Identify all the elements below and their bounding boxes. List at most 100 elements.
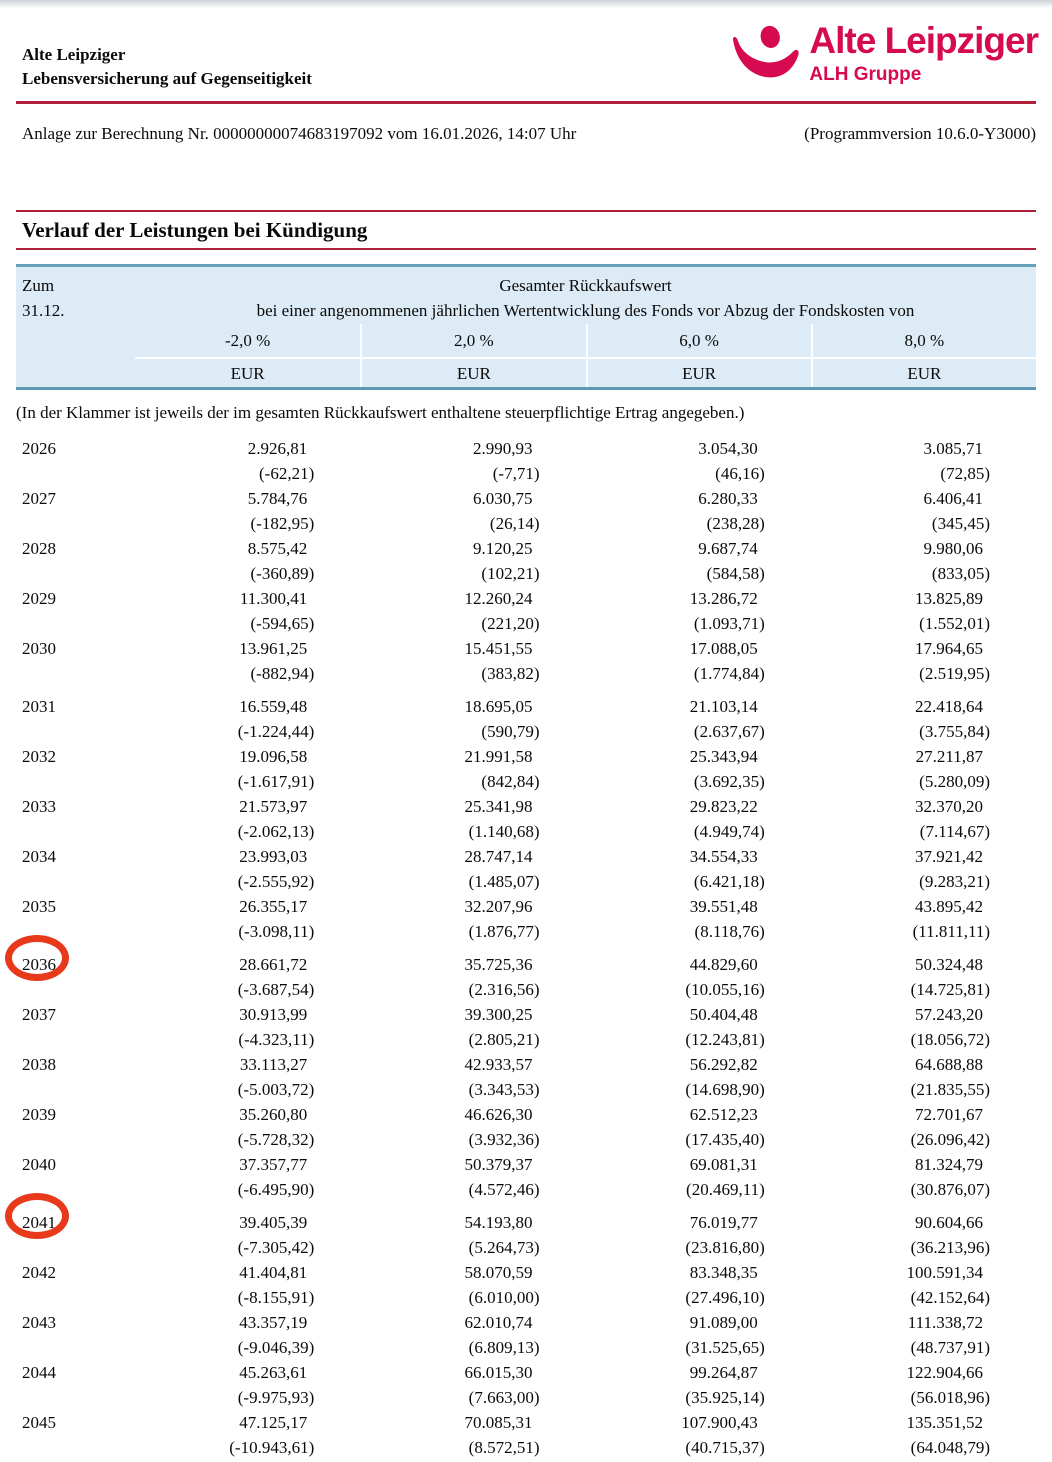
table-header: Zum Gesamter Rückkaufswert 31.12. bei ei…	[16, 264, 1036, 390]
taxable-amount: (2.519,95)	[919, 664, 990, 683]
calculation-reference: Anlage zur Berechnung Nr. 00000000074683…	[22, 124, 577, 143]
taxable-amount: (21.835,55)	[910, 1080, 990, 1099]
surrender-value: 37.921,42	[915, 847, 983, 866]
year-label-empty	[16, 461, 135, 486]
taxable-amount: (238,28)	[706, 514, 765, 533]
table-row-taxable: (-3.098,11) (1.876,77) (8.118,76) (11.811,1…	[16, 919, 1036, 944]
surrender-value: 99.264,87	[689, 1363, 758, 1382]
year-label: 2039	[22, 1105, 56, 1124]
taxable-amount: (36.213,96)	[910, 1238, 990, 1257]
surrender-value: 39.300,25	[464, 1005, 533, 1024]
surrender-value: 29.823,22	[689, 797, 758, 816]
header-spacer	[16, 324, 135, 357]
surrender-value: 33.113,27	[239, 1055, 308, 1074]
surrender-value: 70.085,31	[464, 1413, 533, 1432]
surrender-value: 46.626,30	[464, 1105, 533, 1124]
year-label: 2036	[5, 935, 135, 981]
taxable-amount: (10.055,16)	[685, 980, 765, 999]
table-row-values: 2041 39.405,39 54.193,80 76.019,77 90.604,66	[5, 1193, 1036, 1239]
year-label: 2027	[22, 489, 56, 508]
surrender-value: 43.357,19	[239, 1313, 308, 1332]
table-row-values: 2044 45.263,61 66.015,30 99.264,87 122.904,6…	[16, 1360, 1036, 1385]
taxable-amount: (46,16)	[715, 464, 765, 483]
table-row-taxable: (-62,21) (-7,71) (46,16) (72,85)	[16, 461, 1036, 486]
header-divider-rule	[16, 101, 1036, 104]
table-row-taxable: (-182,95) (26,14) (238,28) (345,45)	[16, 511, 1036, 536]
table-row-taxable: (-2.062,13) (1.140,68) (4.949,74) (7.114,67…	[16, 819, 1036, 844]
surrender-value: 18.695,05	[464, 697, 533, 716]
taxable-amount: (4.572,46)	[468, 1180, 540, 1199]
surrender-value: 12.260,24	[464, 589, 533, 608]
table-row-values: 2032 19.096,58 21.991,58 25.343,94 27.211,87	[16, 744, 1036, 769]
year-label-empty	[16, 819, 135, 844]
taxable-amount: (-594,65)	[250, 614, 315, 633]
taxable-amount: (-360,89)	[250, 564, 315, 583]
surrender-value: 23.993,03	[239, 847, 308, 866]
rate-col-4: 8,0 %	[810, 324, 1036, 357]
surrender-value: 57.243,20	[915, 1005, 983, 1024]
year-label: 2044	[22, 1363, 56, 1382]
surrender-value: 30.913,99	[239, 1005, 308, 1024]
company-line1: Alte Leipziger	[22, 45, 126, 64]
surrender-value: 35.260,80	[239, 1105, 308, 1124]
surrender-value: 9.120,25	[473, 539, 533, 558]
taxable-amount: (48.737,91)	[910, 1338, 990, 1357]
taxable-amount: (590,79)	[481, 722, 540, 741]
table-row-values: 2042 41.404,81 58.070,59 83.348,35 100.591,3…	[16, 1260, 1036, 1285]
surrender-value: 43.895,42	[915, 897, 983, 916]
document-reference-line: Anlage zur Berechnung Nr. 00000000074683…	[16, 123, 1036, 145]
table-row-taxable: (-10.943,61) (8.572,51) (40.715,37) (64.048…	[16, 1435, 1036, 1460]
surrender-value: 50.324,48	[915, 955, 983, 974]
table-row-taxable: (-5.003,72) (3.343,53) (14.698,90) (21.835,…	[16, 1077, 1036, 1102]
year-label-empty	[16, 1027, 135, 1052]
taxable-amount: (1.485,07)	[468, 872, 540, 891]
logo-brand-text: Alte Leipziger	[809, 20, 1039, 61]
taxable-amount: (64.048,79)	[910, 1438, 990, 1457]
table-row-values: 2038 33.113,27 42.933,57 56.292,82 64.688,88	[16, 1052, 1036, 1077]
taxable-amount: (6.809,13)	[468, 1338, 540, 1357]
taxable-amount: (-62,21)	[259, 464, 315, 483]
year-label-empty	[16, 1285, 135, 1310]
surrender-value: 81.324,79	[915, 1155, 983, 1174]
taxable-amount: (6.421,18)	[693, 872, 765, 891]
taxable-amount: (-7,71)	[492, 464, 540, 483]
table-row-taxable: (-9.046,39) (6.809,13) (31.525,65) (48.737,…	[16, 1335, 1036, 1360]
letterhead: Alte Leipziger Lebensversicherung auf Ge…	[0, 9, 1052, 101]
taxable-amount: (-10.943,61)	[229, 1438, 315, 1457]
taxable-amount: (-4.323,11)	[238, 1030, 315, 1049]
table-row-values: 2026 2.926,81 2.990,93 3.054,30 3.085,71	[16, 436, 1036, 461]
year-label-empty	[16, 511, 135, 536]
table-row-values: 2033 21.573,97 25.341,98 29.823,22 32.370,20	[16, 794, 1036, 819]
taxable-amount: (-1.617,91)	[237, 772, 315, 791]
page-title: Verlauf der Leistungen bei Kündigung	[22, 218, 368, 242]
table-row-taxable: (-1.224,44) (590,79) (2.637,67) (3.755,84)	[16, 719, 1036, 744]
surrender-value: 44.829,60	[689, 955, 758, 974]
taxable-amount: (-8.155,91)	[237, 1288, 315, 1307]
surrender-value: 8.575,42	[247, 539, 308, 558]
taxable-amount: (42.152,64)	[910, 1288, 990, 1307]
table-row-taxable: (-882,94) (383,82) (1.774,84) (2.519,95)	[16, 661, 1036, 686]
table-row-values: 2043 43.357,19 62.010,74 91.089,00 111.338,7…	[16, 1310, 1036, 1335]
year-label-empty	[16, 1385, 135, 1410]
taxable-amount: (2.637,67)	[693, 722, 765, 741]
taxable-amount: (11.811,11)	[912, 922, 990, 941]
table-row-taxable: (-2.555,92) (1.485,07) (6.421,18) (9.283,21…	[16, 869, 1036, 894]
surrender-value: 5.784,76	[247, 489, 308, 508]
surrender-value: 90.604,66	[915, 1213, 983, 1232]
year-label-empty	[16, 1435, 135, 1460]
surrender-value: 28.747,14	[464, 847, 533, 866]
surrender-value: 28.661,72	[239, 955, 308, 974]
program-version: (Programmversion 10.6.0-Y3000)	[804, 124, 1036, 143]
taxable-amount: (7.114,67)	[919, 822, 990, 841]
year-label-empty	[16, 719, 135, 744]
taxable-amount: (35.925,14)	[685, 1388, 765, 1407]
year-group: 2031 16.559,48 18.695,05 21.103,14 22.418,64…	[16, 694, 1036, 944]
table-row-values: 2039 35.260,80 46.626,30 62.512,23 72.701,67	[16, 1102, 1036, 1127]
surrender-value: 76.019,77	[689, 1213, 758, 1232]
header-zum: Zum	[22, 276, 55, 295]
surrender-value: 39.405,39	[239, 1213, 308, 1232]
year-label: 2041	[5, 1193, 135, 1239]
surrender-value: 37.357,77	[239, 1155, 308, 1174]
surrender-value: 35.725,36	[464, 955, 533, 974]
surrender-value: 100.591,34	[906, 1263, 984, 1282]
